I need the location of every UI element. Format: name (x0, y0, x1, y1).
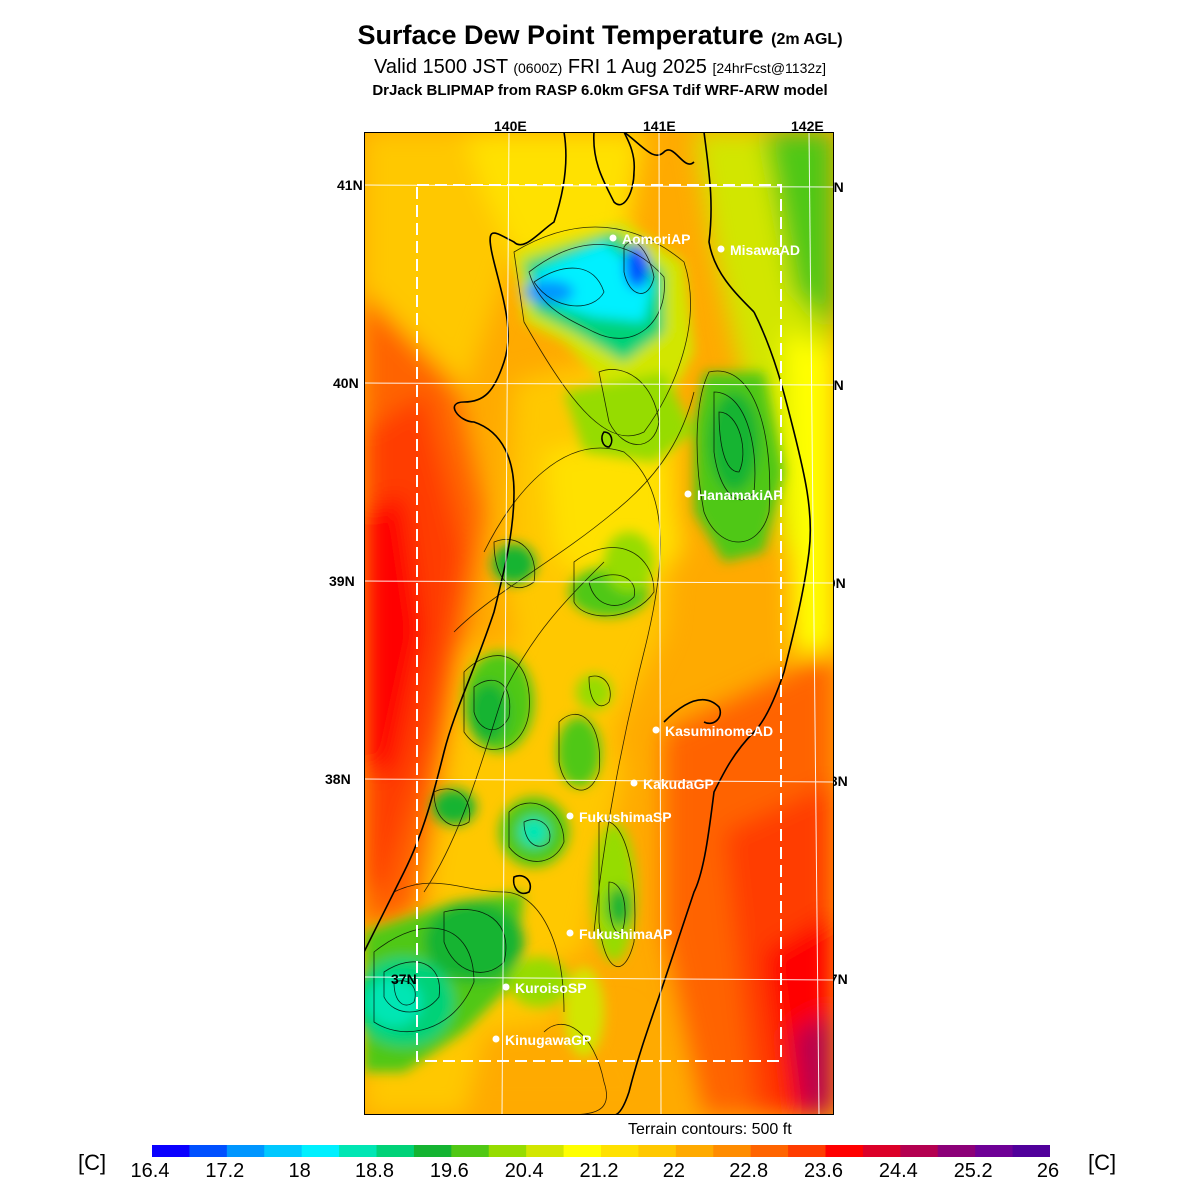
station-markers: AomoriAP MisawaAD HanamakiAP KasuminomeA… (492, 231, 800, 1048)
station-marker: KasuminomeAD (652, 723, 773, 739)
station-label: AomoriAP (622, 231, 690, 247)
colorbar-swatch (301, 1145, 340, 1157)
colorbar-swatch (1012, 1145, 1050, 1157)
colorbar-tick-label: 18.8 (355, 1160, 394, 1182)
dew-point-field (364, 132, 834, 1115)
colorbar-swatch (937, 1145, 976, 1157)
colorbar-swatch (638, 1145, 677, 1157)
lat-label-left: 40N (333, 375, 359, 391)
coastline (364, 132, 812, 1115)
station-label: FukushimaAP (579, 926, 672, 942)
colorbar-swatch (788, 1145, 826, 1157)
inner-domain-box (416, 184, 782, 1062)
valid-utc: (0600Z) (513, 60, 563, 76)
colorbar-tick-label: 16.4 (130, 1160, 170, 1182)
station-label: KuroisoSP (515, 980, 587, 996)
colorbar-unit-right: [C] (1088, 1150, 1117, 1175)
colorbar-swatch (713, 1145, 752, 1157)
valid-time-line: Valid 1500 JST (0600Z) FRI 1 Aug 2025 [2… (0, 56, 1200, 79)
colorbar-swatch (563, 1145, 602, 1157)
station-label: MisawaAD (730, 242, 800, 258)
station-label: KakudaGP (643, 776, 714, 792)
colorbar-swatch (862, 1145, 901, 1157)
colorbar-tick-label: 19.6 (429, 1160, 469, 1182)
colorbar-swatch (825, 1145, 864, 1157)
colorbar-tick-label: 21.2 (579, 1160, 619, 1182)
colorbar-swatch (339, 1145, 377, 1157)
colorbar-swatch (750, 1145, 789, 1157)
valid-prefix: Valid 1500 JST (373, 56, 508, 78)
colorbar-swatch (264, 1145, 303, 1157)
terrain-contour-note: Terrain contours: 500 ft (628, 1121, 792, 1138)
lat-label-left: 41N (337, 177, 363, 193)
colorbar-swatch (152, 1145, 190, 1157)
map-title: Surface Dew Point Temperature (2m AGL) (0, 20, 1200, 51)
lat-label-left: 39N (329, 573, 355, 589)
station-marker: FukushimaAP (566, 926, 672, 942)
colorbar-tick-label: 26 (1036, 1160, 1060, 1182)
forecast-info: [24hrFcst@1132z] (712, 60, 827, 76)
colorbar-swatch (189, 1145, 228, 1157)
lon-label-top: 140E (494, 118, 527, 134)
colorbar-tick-label: 17.2 (205, 1160, 245, 1182)
colorbar-tick-label: 24.4 (878, 1160, 918, 1182)
title-suffix: (2m AGL) (771, 31, 843, 48)
station-label: HanamakiAP (697, 487, 783, 503)
colorbar-swatch (526, 1145, 565, 1157)
colorbar-tick-label: 20.4 (504, 1160, 544, 1182)
station-label: FukushimaSP (579, 809, 672, 825)
colorbar-swatch (675, 1145, 714, 1157)
colorbar-swatch (376, 1145, 415, 1157)
title-main: Surface Dew Point Temperature (357, 20, 764, 50)
colorbar-swatch (601, 1145, 639, 1157)
station-marker: KuroisoSP (502, 980, 587, 996)
colorbar-tick-label: 25.2 (953, 1160, 993, 1182)
valid-date: FRI 1 Aug 2025 (567, 56, 707, 78)
lat-label-left: 37N (391, 971, 417, 987)
lon-label-top: 142E (791, 118, 824, 134)
colorbar-unit-left: [C] (78, 1150, 107, 1175)
station-marker: HanamakiAP (684, 487, 783, 503)
colorbar-tick-label: 22 (662, 1160, 685, 1182)
colorbar-tick-label: 18 (288, 1160, 311, 1182)
colorbar-swatch (975, 1145, 1014, 1157)
colorbar-tick-label: 22.8 (729, 1160, 769, 1182)
colorbar-swatch (451, 1145, 490, 1157)
colorbar-swatch (488, 1145, 527, 1157)
colorbar-swatch (900, 1145, 939, 1157)
station-label: KinugawaGP (505, 1032, 591, 1048)
colorbar (152, 1145, 1050, 1157)
station-marker: AomoriAP (609, 231, 690, 247)
colorbar-swatch (226, 1145, 265, 1157)
colorbar-tick-label: 23.6 (804, 1160, 843, 1182)
dew-point-map: AomoriAP MisawaAD HanamakiAP KasuminomeA… (364, 132, 834, 1115)
station-marker: KakudaGP (630, 776, 714, 792)
station-marker: FukushimaSP (566, 809, 672, 825)
station-marker: MisawaAD (717, 242, 800, 258)
station-label: KasuminomeAD (665, 723, 773, 739)
station-marker: KinugawaGP (492, 1032, 591, 1048)
map-frame (364, 132, 834, 1115)
colorbar-swatch (413, 1145, 452, 1157)
lon-label-top: 141E (643, 118, 676, 134)
lat-label-left: 38N (325, 771, 351, 787)
model-line: DrJack BLIPMAP from RASP 6.0km GFSA Tdif… (372, 82, 828, 99)
